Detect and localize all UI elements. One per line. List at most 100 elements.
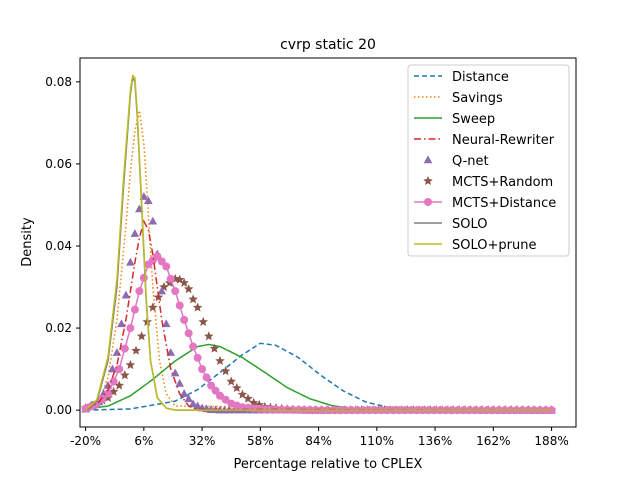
legend-label: Distance (452, 70, 509, 85)
legend-item: Distance (414, 70, 509, 85)
y-tick-label: 0.08 (45, 75, 72, 89)
legend-marker (423, 155, 433, 164)
data-point (184, 329, 193, 338)
data-point (202, 373, 211, 382)
data-point (193, 401, 202, 410)
data-point (204, 331, 214, 341)
x-tick-label: 188% (534, 434, 568, 448)
legend-label: SOLO+prune (452, 238, 536, 253)
legend-marker (424, 198, 432, 206)
legend-item: Sweep (414, 112, 495, 127)
series-line (85, 110, 552, 411)
data-point (120, 370, 130, 380)
y-tick-label: 0.00 (45, 403, 72, 417)
y-axis-label: Density (20, 217, 35, 267)
x-tick-label: 58% (247, 434, 274, 448)
legend: Distance Savings Sweep Neural-Rewriter Q-net… (407, 64, 570, 257)
data-point (226, 376, 236, 386)
legend-label: Savings (452, 91, 503, 106)
y-tick-label: 0.04 (45, 239, 72, 253)
data-point (161, 319, 171, 328)
x-tick-label: 136% (418, 434, 452, 448)
data-point (126, 257, 135, 266)
x-axis-label: Percentage relative to CPLEX (234, 457, 423, 472)
data-point (547, 406, 556, 415)
data-point (237, 389, 248, 399)
data-point (175, 301, 184, 310)
data-point (170, 368, 180, 377)
data-point (193, 353, 202, 362)
legend-item: SOLO+prune (414, 238, 536, 253)
series-mcts-random (80, 273, 557, 415)
legend-item: MCTS+Distance (414, 196, 556, 211)
data-point (171, 287, 180, 296)
legend-label: MCTS+Random (452, 175, 553, 190)
chart-title: cvrp static 20 (280, 37, 376, 53)
series-line (85, 343, 552, 411)
data-point (108, 364, 117, 373)
data-point (184, 394, 193, 403)
data-point (215, 355, 225, 365)
legend-label: Sweep (452, 112, 495, 127)
data-point (198, 365, 207, 374)
y-tick-label: 0.02 (45, 321, 72, 335)
data-point (157, 286, 167, 295)
data-point (209, 343, 220, 353)
y-tick-label: 0.06 (45, 157, 72, 171)
data-point (216, 391, 225, 400)
data-point (179, 389, 189, 397)
legend-box (407, 64, 570, 257)
data-point (130, 229, 140, 237)
legend-marker (423, 176, 433, 186)
x-tick-label: 84% (305, 434, 332, 448)
plot-area (79, 57, 577, 428)
series-solo-prune (85, 74, 552, 411)
data-point (103, 380, 113, 389)
data-point (130, 305, 139, 314)
data-point (183, 284, 194, 294)
legend-item: Savings (414, 91, 503, 106)
legend-label: MCTS+Distance (452, 196, 556, 211)
data-point (220, 366, 231, 376)
series-sweep (85, 343, 552, 411)
data-point (115, 365, 124, 374)
data-point (117, 319, 126, 328)
data-point (148, 216, 158, 225)
x-axis: -20% 6% 32% 58% 84% 110% 136% 162% 188% (70, 427, 569, 448)
data-point (260, 405, 269, 414)
data-point (166, 274, 175, 283)
data-point (232, 383, 242, 393)
legend-item: SOLO (414, 217, 488, 232)
data-point (121, 290, 131, 299)
data-point (104, 389, 113, 398)
data-point (243, 393, 253, 403)
x-tick-label: 6% (134, 434, 153, 448)
data-point (114, 380, 124, 390)
legend-item: Q-net (423, 154, 489, 169)
x-tick-label: 110% (360, 434, 394, 448)
legend-item: MCTS+Random (423, 175, 553, 190)
data-point (180, 315, 189, 324)
data-point (198, 316, 208, 326)
y-axis: 0.00 0.02 0.04 0.06 0.08 (45, 75, 80, 417)
data-point (188, 399, 198, 408)
data-point (131, 345, 141, 355)
legend-label: SOLO (452, 217, 488, 232)
data-point (109, 377, 118, 386)
x-tick-label: 162% (476, 434, 510, 448)
legend-item: Neural-Rewriter (414, 133, 555, 148)
data-point (125, 360, 136, 370)
data-point (144, 196, 153, 205)
data-point (120, 344, 129, 353)
series-layer (80, 74, 557, 415)
series-line (85, 74, 552, 411)
data-point (192, 302, 203, 312)
x-tick-label: -20% (70, 434, 101, 448)
x-tick-label: 32% (189, 434, 216, 448)
series-savings (85, 110, 552, 411)
data-point (189, 342, 198, 351)
data-point (126, 324, 135, 333)
data-point (179, 277, 189, 287)
data-point (188, 294, 198, 304)
